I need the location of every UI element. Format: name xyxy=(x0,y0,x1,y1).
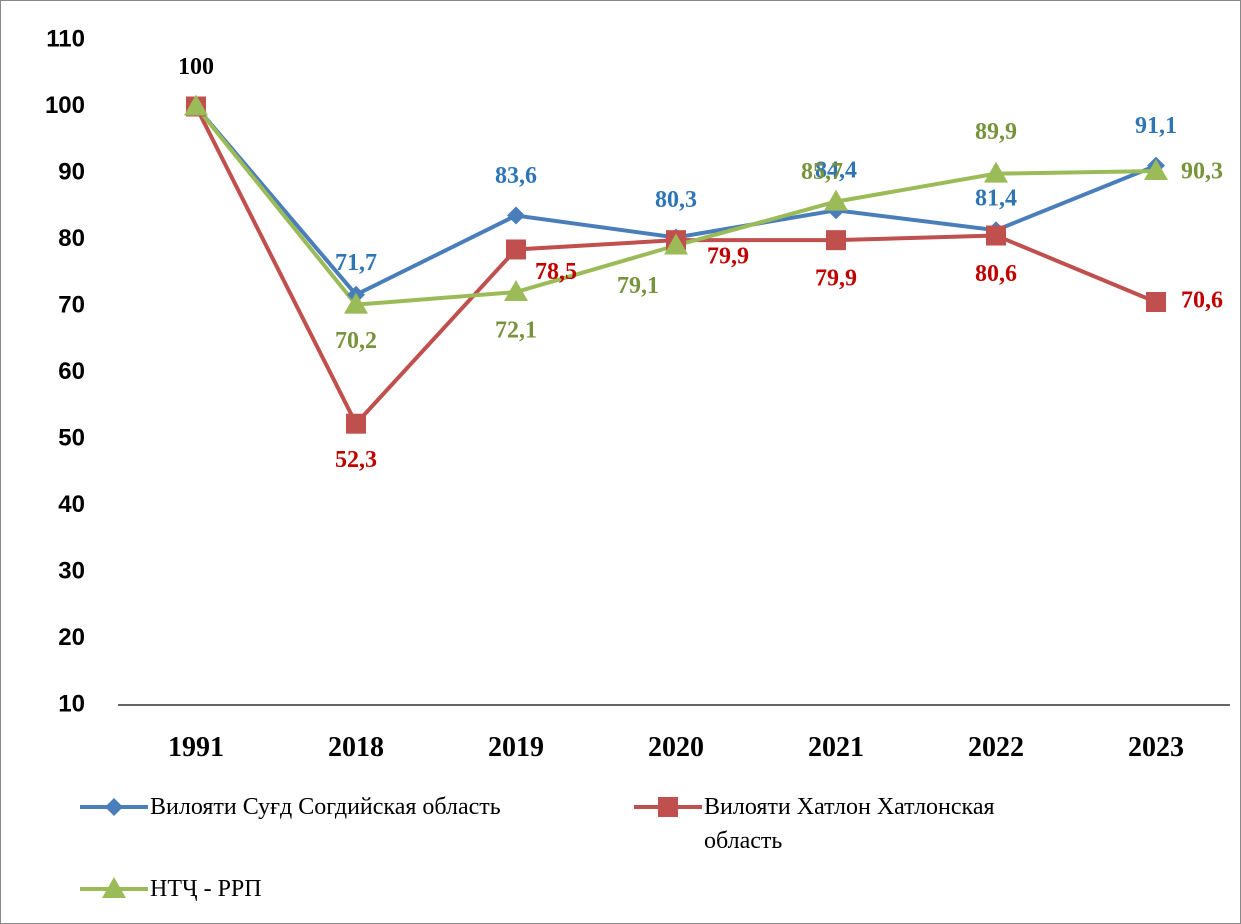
marker xyxy=(1144,159,1168,181)
y-tick-label: 100 xyxy=(45,92,85,119)
data-label: 70,2 xyxy=(335,328,377,354)
y-tick-label: 90 xyxy=(58,158,85,185)
data-label: 84,4 xyxy=(815,158,857,184)
legend-icon xyxy=(80,877,148,898)
marker xyxy=(105,798,123,816)
data-label: 71,7 xyxy=(335,250,377,276)
data-label: 85,7 xyxy=(801,159,843,185)
data-label: 79,9 xyxy=(707,244,749,270)
data-label: 79,9 xyxy=(815,266,857,292)
y-tick-label: 80 xyxy=(58,225,85,252)
data-label: 89,9 xyxy=(975,119,1017,145)
data-label: 78,5 xyxy=(535,259,577,285)
data-label: 90,3 xyxy=(1181,159,1223,185)
y-tick-label: 10 xyxy=(58,690,85,717)
data-label: 72,1 xyxy=(495,318,537,344)
marker xyxy=(506,239,526,260)
y-tick-label: 30 xyxy=(58,557,85,584)
marker xyxy=(504,280,528,302)
data-label: 81,4 xyxy=(975,186,1017,212)
legend-label: Вилояти Суғд Согдийская область xyxy=(150,794,501,820)
x-tick-label: 2020 xyxy=(648,732,704,763)
legend-item: НТҶ - РРП xyxy=(78,872,550,906)
x-tick-label: 1991 xyxy=(168,732,224,763)
legend-label: Вилояти Хатлон Хатлонская область xyxy=(704,794,995,854)
marker xyxy=(824,189,848,211)
y-tick-label: 60 xyxy=(58,358,85,385)
data-label: 100 xyxy=(178,54,214,80)
data-label: 80,3 xyxy=(655,187,697,213)
x-tick-label: 2022 xyxy=(968,732,1024,763)
legend-icon xyxy=(80,798,148,816)
data-label: 80,6 xyxy=(975,261,1017,287)
legend-item: Вилояти Хатлон Хатлонская область xyxy=(632,790,1004,858)
x-tick-label: 2023 xyxy=(1128,732,1184,763)
x-tick-label: 2021 xyxy=(808,732,864,763)
y-tick-label: 20 xyxy=(58,624,85,651)
legend-item: Вилояти Суғд Согдийская область xyxy=(78,790,630,824)
data-label: 91,1 xyxy=(1135,113,1177,139)
marker xyxy=(826,230,846,251)
data-label: 52,3 xyxy=(335,447,377,473)
marker xyxy=(344,292,368,314)
legend-icon xyxy=(634,797,702,817)
x-tick-label: 2019 xyxy=(488,732,544,763)
data-label: 79,1 xyxy=(617,273,659,299)
marker xyxy=(346,413,366,434)
y-tick-label: 110 xyxy=(46,25,85,52)
marker xyxy=(664,233,688,255)
marker xyxy=(102,877,126,898)
y-tick-label: 50 xyxy=(58,424,85,451)
x-tick-label: 2018 xyxy=(328,732,384,763)
data-label: 70,6 xyxy=(1181,288,1223,314)
y-tick-label: 70 xyxy=(58,291,85,318)
legend-label: НТҶ - РРП xyxy=(150,876,262,902)
marker xyxy=(986,225,1006,246)
data-label: 83,6 xyxy=(495,163,537,189)
marker xyxy=(1146,292,1166,313)
marker xyxy=(507,206,525,225)
marker xyxy=(984,161,1008,183)
marker xyxy=(658,797,678,817)
marker xyxy=(184,94,208,116)
y-tick-label: 40 xyxy=(58,491,85,518)
